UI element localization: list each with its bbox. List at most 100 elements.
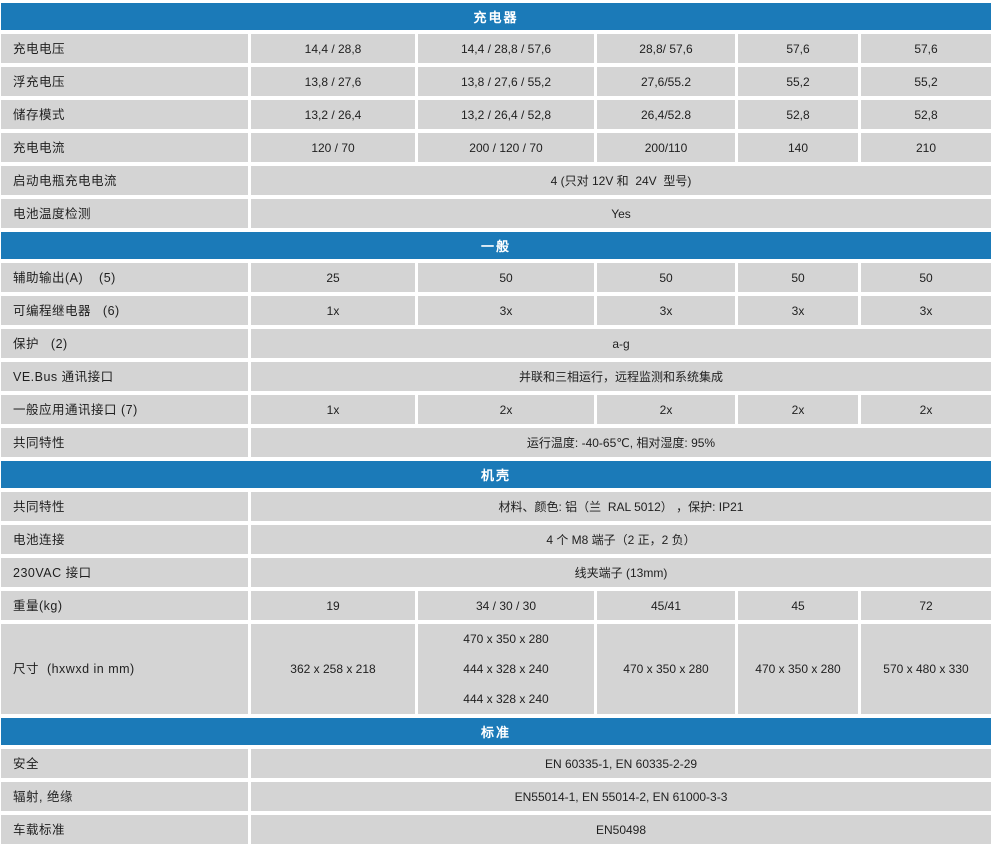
row-protection: 保护 (2) a-g xyxy=(1,329,991,358)
row-label: 辅助输出(A) (5) xyxy=(1,263,248,292)
value-cell-span: 4 个 M8 端子（2 正，2 负） xyxy=(251,525,991,554)
value-cell-span: 4 (只对 12V 和 24V 型号) xyxy=(251,166,991,195)
value-cell: 120 / 70 xyxy=(251,133,415,162)
row-label: 共同特性 xyxy=(1,428,248,457)
value-cell: 362 x 258 x 218 xyxy=(251,624,415,714)
value-cell: 50 xyxy=(597,263,735,292)
row-starter-charge-current: 启动电瓶充电电流 4 (只对 12V 和 24V 型号) xyxy=(1,166,991,195)
row-label: 230VAC 接口 xyxy=(1,558,248,587)
value-cell: 28,8/ 57,6 xyxy=(597,34,735,63)
row-230vac-connection: 230VAC 接口 线夹端子 (13mm) xyxy=(1,558,991,587)
value-cell: 2x xyxy=(597,395,735,424)
value-cell: 200/110 xyxy=(597,133,735,162)
row-label: 充电电压 xyxy=(1,34,248,63)
value-cell: 210 xyxy=(861,133,991,162)
section-title: 充电器 xyxy=(473,10,519,25)
row-label: 安全 xyxy=(1,749,248,778)
section-header-enclosure: 机壳 xyxy=(1,461,991,488)
section-title: 标准 xyxy=(480,725,511,740)
value-cell: 57,6 xyxy=(861,34,991,63)
section-header-general: 一般 xyxy=(1,232,991,259)
value-cell: 45 xyxy=(738,591,858,620)
value-cell: 13,8 / 27,6 xyxy=(251,67,415,96)
row-charge-current: 充电电流 120 / 70 200 / 120 / 70 200/110 140… xyxy=(1,133,991,162)
value-cell-span: Yes xyxy=(251,199,991,228)
row-aux-output: 辅助输出(A) (5) 25 50 50 50 50 xyxy=(1,263,991,292)
value-cell: 2x xyxy=(418,395,594,424)
value-cell: 52,8 xyxy=(738,100,858,129)
row-battery-temp-sensor: 电池温度检测 Yes xyxy=(1,199,991,228)
value-cell: 1x xyxy=(251,296,415,325)
row-label: 重量(kg) xyxy=(1,591,248,620)
row-general-comm-port: 一般应用通讯接口 (7) 1x 2x 2x 2x 2x xyxy=(1,395,991,424)
row-label: 启动电瓶充电电流 xyxy=(1,166,248,195)
value-cell: 50 xyxy=(738,263,858,292)
row-label: VE.Bus 通讯接口 xyxy=(1,362,248,391)
value-cell: 3x xyxy=(597,296,735,325)
value-cell: 470 x 350 x 280 xyxy=(738,624,858,714)
section-title: 一般 xyxy=(480,239,511,254)
value-cell: 50 xyxy=(418,263,594,292)
value-cell: 50 xyxy=(861,263,991,292)
row-label: 共同特性 xyxy=(1,492,248,521)
value-cell: 200 / 120 / 70 xyxy=(418,133,594,162)
value-cell: 140 xyxy=(738,133,858,162)
value-cell: 470 x 350 x 280 444 x 328 x 240 444 x 32… xyxy=(418,624,594,714)
row-label: 保护 (2) xyxy=(1,329,248,358)
value-cell: 570 x 480 x 330 xyxy=(861,624,991,714)
row-battery-connection: 电池连接 4 个 M8 端子（2 正，2 负） xyxy=(1,525,991,554)
value-cell: 3x xyxy=(738,296,858,325)
value-cell: 470 x 350 x 280 xyxy=(597,624,735,714)
value-cell-span: 线夹端子 (13mm) xyxy=(251,558,991,587)
row-common-general: 共同特性 运行温度: -40-65℃, 相对湿度: 95% xyxy=(1,428,991,457)
row-label: 储存模式 xyxy=(1,100,248,129)
value-cell: 13,8 / 27,6 / 55,2 xyxy=(418,67,594,96)
value-cell-span: 运行温度: -40-65℃, 相对湿度: 95% xyxy=(251,428,991,457)
row-label: 浮充电压 xyxy=(1,67,248,96)
row-dimensions: 尺寸 (hxwxd in mm) 362 x 258 x 218 470 x 3… xyxy=(1,624,991,714)
row-label: 辐射, 绝缘 xyxy=(1,782,248,811)
row-label: 充电电流 xyxy=(1,133,248,162)
value-cell: 2x xyxy=(861,395,991,424)
section-header-standards: 标准 xyxy=(1,718,991,745)
value-cell-span: EN55014-1, EN 55014-2, EN 61000-3-3 xyxy=(251,782,991,811)
value-cell: 55,2 xyxy=(738,67,858,96)
value-cell-span: EN 60335-1, EN 60335-2-29 xyxy=(251,749,991,778)
row-label: 电池连接 xyxy=(1,525,248,554)
value-cell: 3x xyxy=(418,296,594,325)
value-cell: 27,6/55.2 xyxy=(597,67,735,96)
row-programmable-relay: 可编程继电器 (6) 1x 3x 3x 3x 3x xyxy=(1,296,991,325)
section-title: 机壳 xyxy=(480,468,511,483)
row-float-voltage: 浮充电压 13,8 / 27,6 13,8 / 27,6 / 55,2 27,6… xyxy=(1,67,991,96)
value-cell: 52,8 xyxy=(861,100,991,129)
value-cell: 2x xyxy=(738,395,858,424)
row-storage-mode: 储存模式 13,2 / 26,4 13,2 / 26,4 / 52,8 26,4… xyxy=(1,100,991,129)
row-emission-immunity: 辐射, 绝缘 EN55014-1, EN 55014-2, EN 61000-3… xyxy=(1,782,991,811)
row-vebus-port: VE.Bus 通讯接口 并联和三相运行，远程监测和系统集成 xyxy=(1,362,991,391)
value-cell: 13,2 / 26,4 / 52,8 xyxy=(418,100,594,129)
value-cell: 25 xyxy=(251,263,415,292)
value-cell: 14,4 / 28,8 xyxy=(251,34,415,63)
row-safety: 安全 EN 60335-1, EN 60335-2-29 xyxy=(1,749,991,778)
row-weight: 重量(kg) 19 34 / 30 / 30 45/41 45 72 xyxy=(1,591,991,620)
value-cell: 55,2 xyxy=(861,67,991,96)
value-cell: 19 xyxy=(251,591,415,620)
value-cell-span: a-g xyxy=(251,329,991,358)
value-cell: 1x xyxy=(251,395,415,424)
value-cell: 45/41 xyxy=(597,591,735,620)
value-cell: 14,4 / 28,8 / 57,6 xyxy=(418,34,594,63)
value-cell-span: 材料、颜色: 铝（兰 RAL 5012） ，保护: IP21 xyxy=(251,492,991,521)
value-cell-span: EN50498 xyxy=(251,815,991,844)
row-automotive-standard: 车载标准 EN50498 xyxy=(1,815,991,844)
value-cell: 3x xyxy=(861,296,991,325)
row-label: 电池温度检测 xyxy=(1,199,248,228)
row-label: 一般应用通讯接口 (7) xyxy=(1,395,248,424)
value-cell: 13,2 / 26,4 xyxy=(251,100,415,129)
row-label: 车载标准 xyxy=(1,815,248,844)
row-label: 可编程继电器 (6) xyxy=(1,296,248,325)
value-cell: 34 / 30 / 30 xyxy=(418,591,594,620)
row-label: 尺寸 (hxwxd in mm) xyxy=(1,624,248,714)
value-cell-span: 并联和三相运行，远程监测和系统集成 xyxy=(251,362,991,391)
row-charge-voltage: 充电电压 14,4 / 28,8 14,4 / 28,8 / 57,6 28,8… xyxy=(1,34,991,63)
